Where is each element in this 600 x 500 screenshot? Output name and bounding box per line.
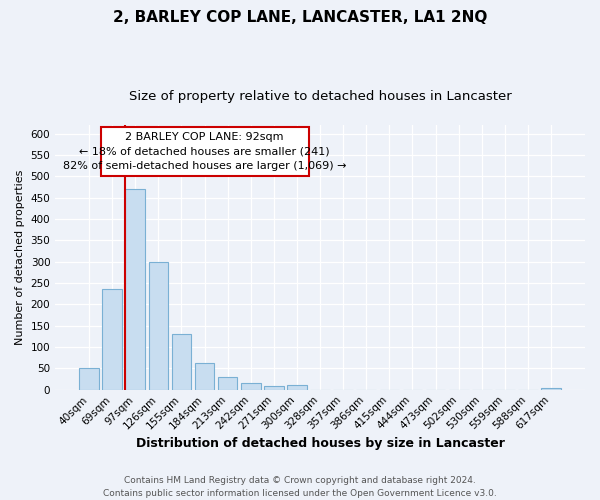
Bar bbox=[287, 386, 307, 390]
Bar bbox=[103, 288, 122, 390]
Bar bbox=[172, 334, 191, 390]
Bar bbox=[79, 368, 99, 390]
Text: 2, BARLEY COP LANE, LANCASTER, LA1 2NQ: 2, BARLEY COP LANE, LANCASTER, LA1 2NQ bbox=[113, 10, 487, 25]
Text: 2 BARLEY COP LANE: 92sqm
← 18% of detached houses are smaller (241)
82% of semi-: 2 BARLEY COP LANE: 92sqm ← 18% of detach… bbox=[63, 132, 346, 172]
X-axis label: Distribution of detached houses by size in Lancaster: Distribution of detached houses by size … bbox=[136, 437, 505, 450]
Bar bbox=[541, 388, 561, 390]
Bar bbox=[241, 384, 260, 390]
Text: Contains HM Land Registry data © Crown copyright and database right 2024.
Contai: Contains HM Land Registry data © Crown c… bbox=[103, 476, 497, 498]
Bar bbox=[264, 386, 284, 390]
Y-axis label: Number of detached properties: Number of detached properties bbox=[15, 170, 25, 345]
Bar bbox=[218, 377, 238, 390]
Bar bbox=[125, 189, 145, 390]
Bar bbox=[149, 262, 168, 390]
Title: Size of property relative to detached houses in Lancaster: Size of property relative to detached ho… bbox=[129, 90, 511, 103]
Bar bbox=[195, 364, 214, 390]
